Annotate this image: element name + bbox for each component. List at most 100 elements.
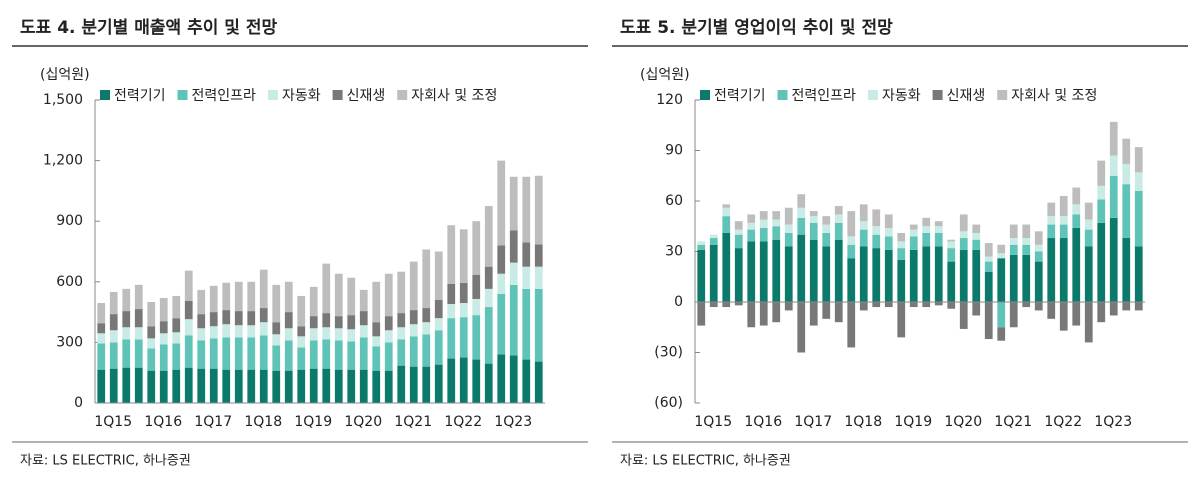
bar-segment xyxy=(947,248,956,262)
bar-segment xyxy=(809,222,818,240)
bar-segment xyxy=(147,302,156,327)
bar-segment xyxy=(184,319,193,336)
bar-segment xyxy=(797,207,806,218)
bar-segment xyxy=(872,234,881,249)
bar-segment xyxy=(222,282,231,311)
legend-swatch xyxy=(177,90,188,100)
bar-segment xyxy=(272,322,281,335)
bar-segment xyxy=(1047,224,1056,239)
bar-segment xyxy=(247,311,256,326)
legend-swatch xyxy=(267,90,278,100)
bar-segment xyxy=(222,324,231,338)
bar-segment xyxy=(709,234,718,239)
legend-label: 자회사 및 조정 xyxy=(411,88,497,104)
bar-segment xyxy=(872,248,881,302)
bar-segment xyxy=(197,289,206,315)
y-tick-label: 300 xyxy=(56,334,83,350)
bar-segment xyxy=(522,359,531,403)
y-tick-label: (60) xyxy=(654,395,683,411)
bar-segment xyxy=(147,338,156,349)
bar-segment xyxy=(409,310,418,325)
y-tick-label: 90 xyxy=(665,143,683,159)
bar-segment xyxy=(184,270,193,301)
bar-segment xyxy=(1109,302,1118,316)
bar-segment xyxy=(884,302,893,308)
bar-segment xyxy=(1084,219,1093,230)
bar-segment xyxy=(884,236,893,250)
x-tick-label: 1Q22 xyxy=(1044,414,1082,430)
bar-segment xyxy=(1122,184,1131,239)
bar-segment xyxy=(722,302,731,308)
bar-segment xyxy=(197,328,206,341)
bar-segment xyxy=(747,241,756,302)
bar-segment xyxy=(947,239,956,242)
bar-segment xyxy=(334,340,343,370)
bar-segment xyxy=(472,298,481,316)
bar-segment xyxy=(784,246,793,302)
bar-segment xyxy=(422,308,431,323)
bar-segment xyxy=(109,342,118,369)
bar-segment xyxy=(397,327,406,340)
legend-label: 신재생 xyxy=(347,88,386,104)
bar-segment xyxy=(834,206,843,215)
y-tick-label: 1,200 xyxy=(43,153,83,169)
bar-segment xyxy=(997,258,1006,302)
bar-segment xyxy=(434,364,443,403)
bar-segment xyxy=(97,343,106,370)
x-tick-label: 1Q21 xyxy=(994,414,1032,430)
bar-segment xyxy=(759,227,768,242)
y-tick-label: 120 xyxy=(656,92,683,108)
bar-segment xyxy=(247,337,256,370)
bar-segment xyxy=(197,314,206,329)
bar-segment xyxy=(784,232,793,247)
bar-segment xyxy=(897,232,906,242)
bar-segment xyxy=(834,302,843,323)
bar-segment xyxy=(859,221,868,230)
bar-segment xyxy=(234,337,243,370)
bar-segment xyxy=(209,368,218,403)
bar-segment xyxy=(234,369,243,403)
bar-segment xyxy=(922,246,931,302)
bar-segment xyxy=(1059,224,1068,239)
bar-segment xyxy=(122,288,131,312)
bar-segment xyxy=(897,302,906,338)
legend-label: 자동화 xyxy=(282,88,321,104)
bar-segment xyxy=(522,176,531,243)
bar-segment xyxy=(1122,163,1131,185)
bar-segment xyxy=(259,369,268,403)
bar-segment xyxy=(697,241,706,245)
bar-segment xyxy=(347,277,356,316)
bar-segment xyxy=(347,369,356,403)
x-tick-label: 1Q20 xyxy=(344,414,382,430)
legend-swatch xyxy=(932,90,943,100)
bar-segment xyxy=(322,339,331,369)
bar-segment xyxy=(409,324,418,337)
bar-segment xyxy=(434,299,443,319)
bar-segment xyxy=(222,369,231,403)
bar-segment xyxy=(509,230,518,263)
y-tick-label: 900 xyxy=(56,213,83,229)
bar-segment xyxy=(984,261,993,272)
bar-segment xyxy=(247,325,256,338)
bar-segment xyxy=(984,256,993,262)
bar-segment xyxy=(422,322,431,335)
bar-segment xyxy=(884,249,893,302)
bar-segment xyxy=(909,249,918,302)
x-tick-label: 1Q16 xyxy=(744,414,782,430)
x-tick-label: 1Q21 xyxy=(394,414,432,430)
bar-segment xyxy=(484,288,493,308)
bar-segment xyxy=(297,369,306,403)
legend-label: 자동화 xyxy=(882,88,921,104)
bar-segment xyxy=(897,241,906,249)
bar-segment xyxy=(1109,121,1118,156)
legend-swatch xyxy=(867,90,878,100)
bar-segment xyxy=(1059,195,1068,217)
bar-segment xyxy=(872,226,881,235)
bar-segment xyxy=(772,219,781,227)
x-tick-label: 1Q18 xyxy=(844,414,882,430)
bar-segment xyxy=(109,368,118,403)
bar-segment xyxy=(709,244,718,302)
bar-segment xyxy=(1072,302,1081,326)
bar-segment xyxy=(397,339,406,366)
